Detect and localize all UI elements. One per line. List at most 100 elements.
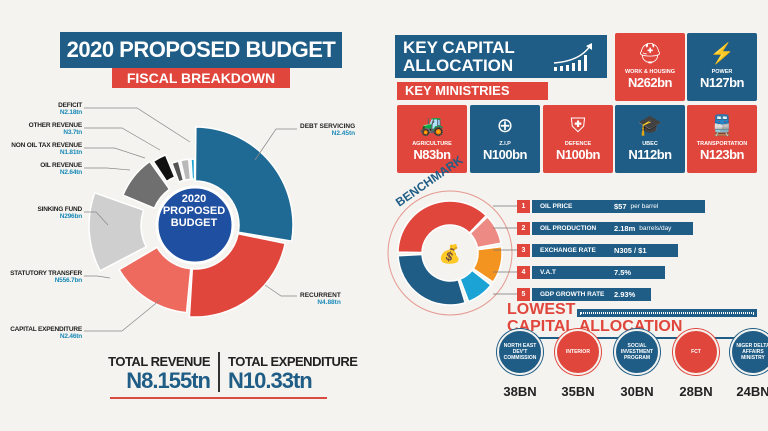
leader-line [84,211,109,226]
benchmark-unit: barrels/day [639,225,672,232]
label-value: N556.7bn [54,277,83,284]
benchmark-value: 7.5% [614,268,632,277]
benchmark-slice-3 [472,245,503,284]
lowest-circle: INTERIOR [555,329,601,375]
donut-slice-statutory-transfer [88,191,148,272]
benchmark-value: N305 / $1 [614,246,647,255]
ministry-tile-defence: ⛨ DEFENCE N100bn [543,105,613,173]
benchmark-ring [387,190,513,316]
lowest-circle: FCT [673,329,719,375]
totals-divider [218,352,220,392]
lowest-amount: 24BN [736,384,768,399]
lowest-dotted-bar [577,309,757,317]
pylon-icon: ⚡ [709,43,735,65]
ministry-amount: N100bn [556,147,600,162]
benchmark-label: OIL PRODUCTION [540,225,597,232]
ministry-amount: N83bn [413,147,451,162]
lowest-name: FCT [691,349,701,355]
benchmark-row: EXCHANGE RATE N305 / $1 [532,244,678,257]
benchmark-label: OIL PRICE [540,203,573,210]
benchmark-donut: 💰 [387,190,517,316]
total-expenditure-label: TOTAL EXPENDITURE [228,354,358,369]
label-value: N2.46tn [59,333,82,340]
lowest-amount: 35BN [561,384,595,399]
ministry-tile-agriculture: 🚜 AGRICULTURE N83bn [397,105,467,173]
ministry-amount: N123bn [700,147,744,162]
label-name: SINKING FUND [37,206,82,213]
tractor-icon: 🚜 [419,115,445,137]
benchmark-number: 4 [517,266,530,279]
benchmark-row: OIL PRICE $57 per barrel [532,200,705,213]
lowest-amount: 38BN [503,384,537,399]
ministry-amount: N262bn [628,75,672,90]
kca-title-text: KEY CAPITAL ALLOCATION [403,38,515,75]
benchmark-unit: per barrel [630,203,659,210]
label-debt-servicing: DEBT SERVICING N2.45tn [300,123,355,137]
label-value: N2.18tn [59,109,82,116]
lowest-circle: NIGER DELTA AFFAIRS MINISTRY [730,329,768,375]
leader-line [84,299,161,332]
label-sinking-fund: SINKING FUND N296bn [0,206,82,220]
benchmark-slice-5 [397,253,467,306]
benchmark-value: 2.93% [614,290,636,299]
label-recurrent: RECURRENT N4.88tn [300,292,341,306]
benchmark-slice-1 [397,200,488,254]
center-line-1: 2020 [181,193,207,205]
shield-icon: ⛨ [570,115,586,137]
ministry-amount: N127bn [700,75,744,90]
leader-line [84,127,161,151]
label-name: STATUTORY TRANSFER [10,270,82,277]
total-revenue-label: TOTAL REVENUE [108,354,210,369]
lowest-name: NORTH EAST DEV'T COMMISSION [503,343,537,361]
benchmark-number: 3 [517,244,530,257]
label-name: OTHER REVENUE [28,122,83,129]
donut-center-circle [155,185,235,265]
ministry-name: DEFENCE [564,141,592,147]
label-statutory-transfer: STATUTORY TRANSFER N556.7bn [0,270,82,284]
key-capital-allocation-title: KEY CAPITAL ALLOCATION [395,35,607,78]
label-name: DEFICIT [58,102,82,109]
label-value: N296bn [59,213,82,220]
road-icon: ⊕ [496,115,514,137]
ministry-tile-power: ⚡ POWER N127bn [687,33,757,101]
growth-chart-icon [553,43,592,71]
label-name: NON OIL TAX REVENUE [11,142,82,149]
benchmark-number: 5 [517,288,530,301]
ministry-tile-work-housing: ⛑ WORK & HOUSING N262bn [615,33,685,101]
label-value: N1.81tn [59,149,82,156]
ministry-name: TRANSPORTATION [696,141,748,147]
label-other-revenue: OTHER REVENUE N3.7tn [0,122,83,136]
lowest-amount: 30BN [620,384,654,399]
lowest-circle: NORTH EAST DEV'T COMMISSION [497,329,543,375]
benchmark-slice-2 [469,215,502,249]
donut-slice-deficit [190,158,196,180]
donut-slice-capital-expenditure [118,246,192,314]
lowest-name: NIGER DELTA AFFAIRS MINISTRY [736,343,768,361]
budget-title: 2020 PROPOSED BUDGET [60,32,342,68]
center-line-2: PROPOSED [162,205,226,217]
label-value: N2.64tn [59,169,82,176]
benchmark-slice-4 [459,269,493,303]
ministry-tile-z-i-p: ⊕ Z.I.P N100bn [470,105,540,173]
ministry-name: UBEC [642,141,658,147]
label-value: N2.45tn [331,130,356,137]
center-line-3: BUDGET [170,217,218,229]
totals-underline [110,397,327,399]
ministry-tile-ubec: 🎓 UBEC N112bn [615,105,685,173]
lowest-amount: 28BN [679,384,713,399]
leader-line [84,275,111,279]
label-deficit: DEFICIT N2.18tn [0,102,82,116]
leader-line [84,167,131,171]
benchmark-label: V.A.T [540,269,557,276]
donut-center-label: 2020 PROPOSED BUDGET [160,193,228,229]
benchmark-row: V.A.T 7.5% [532,266,665,279]
benchmark-number: 2 [517,222,530,235]
ministry-name: POWER [711,69,733,75]
benchmark-label: GDP GROWTH RATE [540,291,605,298]
benchmark-number: 1 [517,200,530,213]
leader-line [84,107,191,143]
benchmark-row: GDP GROWTH RATE 2.93% [532,288,651,301]
label-name: OIL REVENUE [40,162,82,169]
label-name: DEBT SERVICING [300,123,356,130]
lowest-name: INTERIOR [566,349,590,355]
